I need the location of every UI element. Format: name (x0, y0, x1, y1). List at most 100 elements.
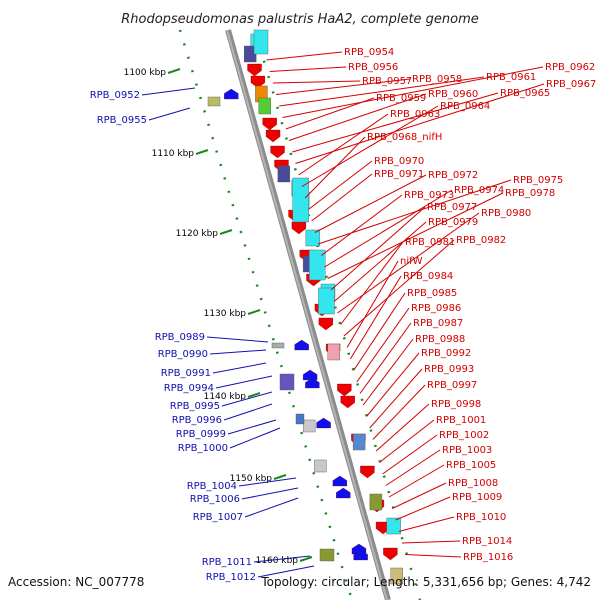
gene-label-reverse: RPB_0955 (97, 115, 147, 126)
kbp-tick-label: 1120 kbp (176, 229, 219, 239)
gene-label-forward: RPB_0992 (421, 348, 471, 359)
gene-label-reverse: RPB_1011 (202, 557, 252, 568)
kbp-tick-mark (273, 474, 287, 480)
gene-label-reverse: RPB_1012 (206, 572, 256, 583)
leader-line-forward (388, 464, 445, 498)
gene-arrow (224, 88, 239, 100)
gene-label-forward: RPB_1001 (436, 415, 486, 426)
gene-arrow (302, 369, 318, 381)
leader-line-reverse (223, 403, 273, 421)
leader-line-forward (359, 322, 412, 394)
kbp-tick-mark (299, 556, 313, 562)
leader-line-forward (349, 275, 402, 360)
gene-box (327, 343, 341, 361)
kbp-tick-label: 1150 kbp (230, 474, 273, 484)
leader-line-forward (314, 174, 427, 233)
leader-line-forward (282, 66, 544, 118)
gene-label-reverse: RPB_0990 (158, 349, 208, 360)
genome-backbone-highlight (226, 29, 388, 600)
leader-line-forward (301, 105, 439, 187)
leader-line-reverse (238, 477, 297, 487)
gene-label-forward: RPB_0962 (545, 62, 595, 73)
gene-label-forward: RPB_0963 (390, 109, 440, 120)
gene-arrow (318, 317, 333, 331)
kbp-tick-mark (247, 392, 261, 398)
gene-arrow (360, 465, 375, 479)
gene-label-forward: RPB_0967 (546, 79, 596, 90)
gene-box (369, 493, 383, 511)
accession-text: Accession: NC_007778 (8, 575, 144, 589)
gene-arrow (262, 117, 277, 131)
map-title: Rhodopseudomonas palustris HaA2, complet… (121, 12, 479, 27)
gene-arrow (353, 549, 368, 561)
gene-arrow (316, 417, 331, 429)
leader-line-forward (304, 136, 366, 199)
gene-label-forward: RPB_0975 (513, 175, 563, 186)
leader-line-forward (375, 403, 430, 452)
label-leader-lines (141, 51, 545, 578)
gene-label-reverse: RPB_1000 (178, 443, 228, 454)
gene-label-reverse: RPB_0999 (176, 429, 226, 440)
gene-box (258, 97, 271, 115)
leader-line-reverse (209, 349, 267, 355)
gene-box (319, 548, 335, 562)
gene-label-forward: RPB_0956 (348, 62, 398, 73)
leader-line-reverse (148, 107, 191, 121)
leader-line-forward (401, 540, 461, 544)
gene-arrow (305, 377, 320, 389)
leader-line-reverse (215, 375, 273, 389)
gene-arrow (340, 395, 355, 409)
leader-line-reverse (241, 487, 299, 500)
gene-label-forward: RPB_0973 (404, 190, 454, 201)
leader-line-forward (340, 241, 404, 325)
leader-line-forward (330, 206, 426, 291)
leader-line-forward (272, 80, 361, 84)
leader-line-forward (337, 212, 480, 314)
gene-label-forward: RPB_0961 (486, 72, 536, 83)
gene-box (295, 413, 305, 425)
gene-arrow (332, 475, 348, 487)
leader-line-reverse (206, 336, 269, 343)
gene-label-forward: nifW (400, 256, 423, 267)
kbp-tick-label: 1160 kbp (256, 556, 299, 566)
gene-label-forward: RPB_0982 (456, 235, 506, 246)
topology-text: Topology: circular; Length: 5,331,656 bp… (260, 575, 591, 589)
gene-label-forward: RPB_1010 (456, 512, 506, 523)
leader-line-forward (369, 368, 423, 429)
gene-label-forward: RPB_0964 (440, 101, 490, 112)
gene-label-forward: RPB_0972 (428, 170, 478, 181)
leader-line-forward (362, 338, 414, 406)
kbp-tick-mark (247, 309, 261, 315)
gene-label-reverse: RPB_0994 (164, 383, 214, 394)
gene-arrow (265, 129, 281, 143)
kbp-tick-label: 1110 kbp (152, 149, 195, 159)
gene-label-reverse: RPB_0989 (155, 332, 205, 343)
leader-line-forward (395, 496, 451, 521)
leader-line-forward (295, 83, 545, 164)
gene-box (277, 165, 291, 183)
gene-label-forward: RPB_0980 (481, 208, 531, 219)
outer-dotted-track (178, 29, 354, 600)
leader-line-forward (276, 78, 411, 95)
leader-line-forward (308, 160, 373, 210)
leader-line-forward (324, 189, 453, 268)
gene-label-reverse: RPB_1007 (193, 512, 243, 523)
tick-marks: 1100 kbp 1110 kbp 1120 kbp 1130 kbp 1140 kbp… (124, 68, 313, 566)
gene-label-forward: RPB_1002 (439, 430, 489, 441)
kbp-tick-mark (167, 68, 181, 74)
gene-box (292, 177, 309, 223)
gene-label-forward: RPB_1005 (446, 460, 496, 471)
gene-features (207, 29, 403, 585)
leader-line-reverse (244, 497, 299, 518)
gene-label-forward: RPB_0957 (362, 76, 412, 87)
gene-label-forward: RPB_0960 (428, 89, 478, 100)
gene-label-forward: RPB_0965 (500, 88, 550, 99)
leader-line-forward (288, 93, 427, 141)
gene-box (352, 433, 366, 451)
gene-box (271, 342, 285, 349)
leader-line-forward (372, 384, 426, 440)
gene-label-forward: RPB_0978 (505, 188, 555, 199)
kbp-tick-label: 1100 kbp (124, 68, 167, 78)
leader-line-forward (292, 92, 499, 153)
gene-box (308, 249, 326, 281)
